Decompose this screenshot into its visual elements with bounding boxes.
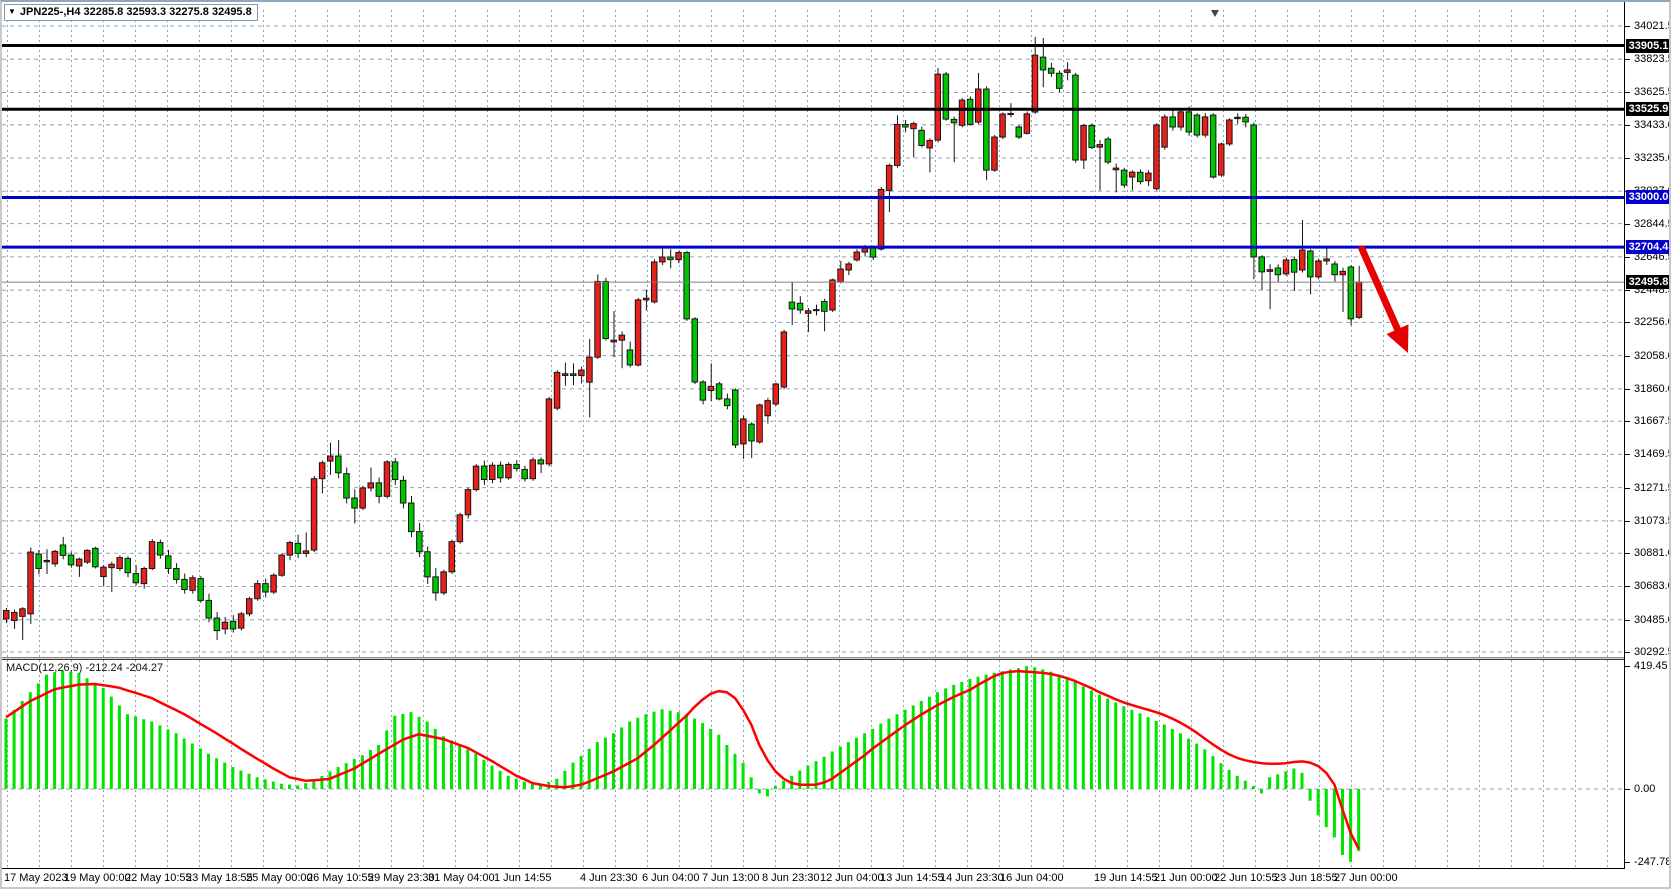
price-tick-mark	[1625, 520, 1630, 522]
price-gridlines	[2, 10, 1624, 657]
macd-histogram	[4, 666, 1361, 862]
time-tick-label: 23 May 18:55	[186, 872, 253, 884]
time-tick-label: 31 May 04:00	[428, 872, 495, 884]
chart-title-text: JPN225-,H4 32285.8 32593.3 32275.8 32495…	[19, 6, 252, 18]
price-tick-mark	[1625, 26, 1630, 27]
price-tick-mark	[1625, 487, 1630, 489]
price-level-badge: 33525.9	[1626, 102, 1669, 117]
symbol-dropdown-icon[interactable]: ▼	[8, 7, 16, 16]
price-tick-label: 30683.0	[1634, 580, 1671, 593]
price-tick-label: 32844.5	[1634, 217, 1671, 230]
price-tick-mark	[1625, 322, 1630, 324]
price-tick-label: 33823.5	[1634, 53, 1671, 66]
price-tick-mark	[1625, 388, 1630, 390]
price-tick-label: 30292.5	[1634, 646, 1671, 659]
price-tick-mark	[1625, 454, 1630, 456]
price-tick-mark	[1625, 290, 1630, 292]
time-tick-label: 13 Jun 14:55	[880, 872, 944, 884]
macd-signal-line	[5, 669, 1360, 850]
trend-arrow-annotation[interactable]	[1358, 245, 1409, 353]
price-tick-label: 31469.5	[1634, 448, 1671, 461]
price-tick-label: 34021.5	[1634, 20, 1671, 32]
price-tick-mark	[1625, 553, 1630, 555]
price-tick-mark	[1625, 124, 1630, 126]
chart-shift-marker-icon[interactable]	[1211, 10, 1219, 17]
price-tick-label: 30881.0	[1634, 547, 1671, 560]
candlestick-chart-canvas[interactable]	[2, 2, 1624, 657]
price-tick-mark	[1625, 652, 1630, 654]
price-tick-label: 32058.0	[1634, 349, 1671, 362]
time-tick-label: 12 Jun 04:00	[820, 872, 884, 884]
time-tick-label: 23 Jun 18:55	[1274, 872, 1338, 884]
price-level-badge: 33000.0	[1626, 190, 1669, 205]
macd-tick-label: -247.78	[1634, 855, 1671, 868]
time-tick-label: 22 May 10:55	[125, 872, 192, 884]
time-tick-label: 19 Jun 14:55	[1094, 872, 1158, 884]
price-tick-mark	[1625, 223, 1630, 225]
macd-indicator-label: MACD(12,26,9) -212.24 -204.27	[6, 662, 164, 674]
price-axis[interactable]: 34021.533823.533625.533433.033235.033037…	[1624, 2, 1671, 869]
macd-tick-label: 0.00	[1634, 783, 1656, 795]
time-axis[interactable]: 17 May 2023 19 May 00:00 22 May 10:55 23 Ma…	[2, 869, 1669, 887]
price-tick-label: 33625.5	[1634, 86, 1671, 99]
price-tick-mark	[1625, 586, 1630, 588]
time-tick-label: 7 Jun 13:00	[702, 872, 760, 884]
time-tick-label: 8 Jun 23:30	[762, 872, 820, 884]
price-tick-mark	[1625, 92, 1630, 94]
macd-indicator-panel[interactable]	[2, 660, 1624, 869]
price-tick-label: 33433.0	[1634, 118, 1671, 131]
time-tick-label: 16 Jun 04:00	[1000, 872, 1064, 884]
time-tick-label: 6 Jun 04:00	[642, 872, 700, 884]
price-tick-label: 31860.0	[1634, 382, 1671, 395]
price-tick-mark	[1625, 619, 1630, 621]
macd-gridlines	[2, 660, 1624, 868]
candlestick-series	[3, 36, 1363, 640]
macd-tick-mark	[1625, 861, 1630, 863]
time-tick-label: 22 Jun 10:55	[1214, 872, 1278, 884]
chart-title-overlay: ▼ JPN225-,H4 32285.8 32593.3 32275.8 3249…	[4, 4, 258, 21]
time-tick-label: 14 Jun 23:30	[940, 872, 1004, 884]
price-tick-label: 33235.0	[1634, 152, 1671, 165]
price-tick-label: 31073.5	[1634, 514, 1671, 527]
macd-tick-mark	[1625, 666, 1630, 667]
time-tick-label: 25 May 00:00	[246, 872, 313, 884]
time-tick-label: 17 May 2023	[4, 872, 68, 884]
panel-separator[interactable]	[2, 657, 1624, 660]
time-tick-label: 26 May 10:55	[307, 872, 374, 884]
macd-chart-canvas[interactable]	[2, 660, 1624, 868]
price-level-badge: 32704.4	[1626, 240, 1669, 255]
price-chart-panel[interactable]	[2, 2, 1624, 657]
price-tick-mark	[1625, 421, 1630, 423]
macd-tick-label: 419.45	[1634, 660, 1668, 672]
price-level-badge: 33905.1	[1626, 38, 1669, 53]
time-tick-label: 1 Jun 14:55	[494, 872, 552, 884]
price-tick-label: 32256.0	[1634, 316, 1671, 329]
time-tick-label: 29 May 23:30	[368, 872, 435, 884]
price-tick-label: 31667.5	[1634, 415, 1671, 428]
price-tick-mark	[1625, 158, 1630, 160]
price-level-badge: 32495.8	[1626, 275, 1669, 290]
time-tick-label: 4 Jun 23:30	[580, 872, 638, 884]
horizontal-level-lines[interactable]	[2, 44, 1624, 283]
price-tick-label: 30485.0	[1634, 613, 1671, 626]
macd-tick-mark	[1625, 789, 1630, 790]
price-tick-mark	[1625, 256, 1630, 258]
price-tick-mark	[1625, 355, 1630, 357]
time-tick-label: 27 Jun 00:00	[1334, 872, 1398, 884]
time-tick-label: 21 Jun 00:00	[1154, 872, 1218, 884]
price-tick-label: 31271.5	[1634, 481, 1671, 494]
time-tick-label: 19 May 00:00	[64, 872, 131, 884]
price-tick-mark	[1625, 59, 1630, 61]
